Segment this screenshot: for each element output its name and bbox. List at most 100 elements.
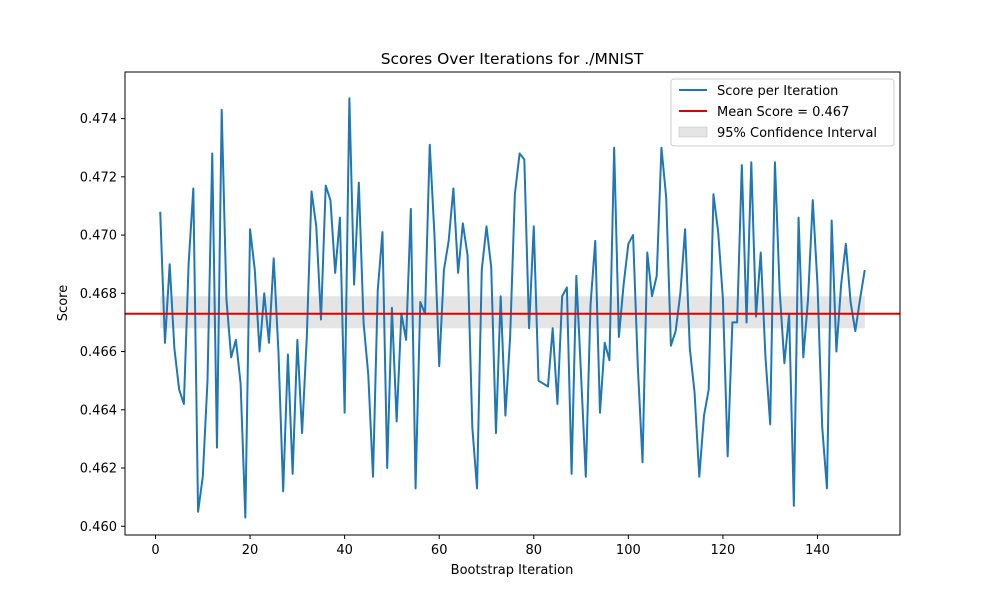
score-point [485, 225, 487, 227]
score-point [552, 327, 554, 329]
score-point [334, 272, 336, 274]
x-axis-label: Bootstrap Iteration [451, 563, 574, 578]
score-point [467, 254, 469, 256]
x-tick-label: 100 [616, 543, 641, 558]
score-point [386, 467, 388, 469]
score-point [216, 447, 218, 449]
score-point [320, 319, 322, 321]
score-point [277, 351, 279, 353]
score-point [755, 316, 757, 318]
legend-ci-swatch [678, 126, 708, 138]
score-point [296, 339, 298, 341]
score-point [391, 307, 393, 309]
score-point [363, 321, 365, 323]
score-point [821, 426, 823, 428]
score-point [840, 284, 842, 286]
y-axis-label: Score [56, 285, 71, 321]
score-point [211, 153, 213, 155]
score-point [169, 263, 171, 265]
score-point [717, 231, 719, 233]
score-point [642, 461, 644, 463]
y-tick-label: 0.470 [80, 229, 117, 244]
score-point [859, 298, 861, 300]
score-point [618, 336, 620, 338]
score-point [547, 385, 549, 387]
y-tick-label: 0.462 [80, 462, 117, 477]
y-tick-label: 0.460 [80, 520, 117, 535]
score-point [679, 292, 681, 294]
score-series-line [159, 97, 866, 519]
score-point [783, 362, 785, 364]
score-point [779, 289, 781, 291]
score-point [538, 380, 540, 382]
score-point [727, 455, 729, 457]
score-point [188, 263, 190, 265]
score-point [438, 365, 440, 367]
score-point [594, 240, 596, 242]
score-point [608, 359, 610, 361]
score-point [476, 487, 478, 489]
score-point [240, 383, 242, 385]
score-point [259, 351, 261, 353]
score-point [495, 432, 497, 434]
y-tick-label: 0.466 [80, 345, 117, 360]
score-point [367, 374, 369, 376]
legend-line-label: Score per Iteration [717, 84, 838, 99]
score-point [178, 388, 180, 390]
score-point [575, 275, 577, 277]
score-point [410, 208, 412, 210]
score-point [504, 415, 506, 417]
score-point [381, 231, 383, 233]
score-point [613, 147, 615, 149]
score-point [854, 330, 856, 332]
score-point [173, 348, 175, 350]
score-point [684, 228, 686, 230]
legend: Score per Iteration Mean Score = 0.467 9… [670, 78, 895, 147]
score-point [509, 336, 511, 338]
score-point [774, 161, 776, 163]
score-point [826, 487, 828, 489]
x-tick-label: 120 [711, 543, 736, 558]
score-point [708, 388, 710, 390]
score-point [339, 217, 341, 219]
score-point [419, 301, 421, 303]
score-point [675, 330, 677, 332]
score-point [500, 295, 502, 297]
score-point [164, 342, 166, 344]
score-point [850, 301, 852, 303]
legend-box [670, 78, 895, 147]
score-point [646, 252, 648, 254]
y-tick-label: 0.468 [80, 287, 117, 302]
legend-mean-label: Mean Score = 0.467 [717, 105, 849, 120]
score-point [443, 269, 445, 271]
score-point [301, 432, 303, 434]
score-point [287, 353, 289, 355]
y-tick-label: 0.464 [80, 403, 117, 418]
y-tick-label: 0.472 [80, 170, 117, 185]
legend-ci-label: 95% Confidence Interval [717, 126, 877, 141]
score-point [694, 391, 696, 393]
score-point [627, 243, 629, 245]
score-point [590, 304, 592, 306]
score-point [519, 153, 521, 155]
score-point [471, 426, 473, 428]
score-point [448, 240, 450, 242]
score-point [831, 220, 833, 222]
score-point [604, 342, 606, 344]
score-point [225, 298, 227, 300]
score-point [325, 185, 327, 187]
x-tick-label: 20 [242, 543, 259, 558]
score-point [429, 144, 431, 146]
score-point [396, 420, 398, 422]
score-point [490, 266, 492, 268]
score-point [221, 109, 223, 111]
score-point [372, 476, 374, 478]
x-tick-label: 60 [431, 543, 448, 558]
score-point [405, 339, 407, 341]
score-point [623, 284, 625, 286]
axes-frame [124, 71, 901, 536]
score-point [802, 356, 804, 358]
score-point [698, 476, 700, 478]
score-point [665, 196, 667, 198]
score-point [230, 356, 232, 358]
